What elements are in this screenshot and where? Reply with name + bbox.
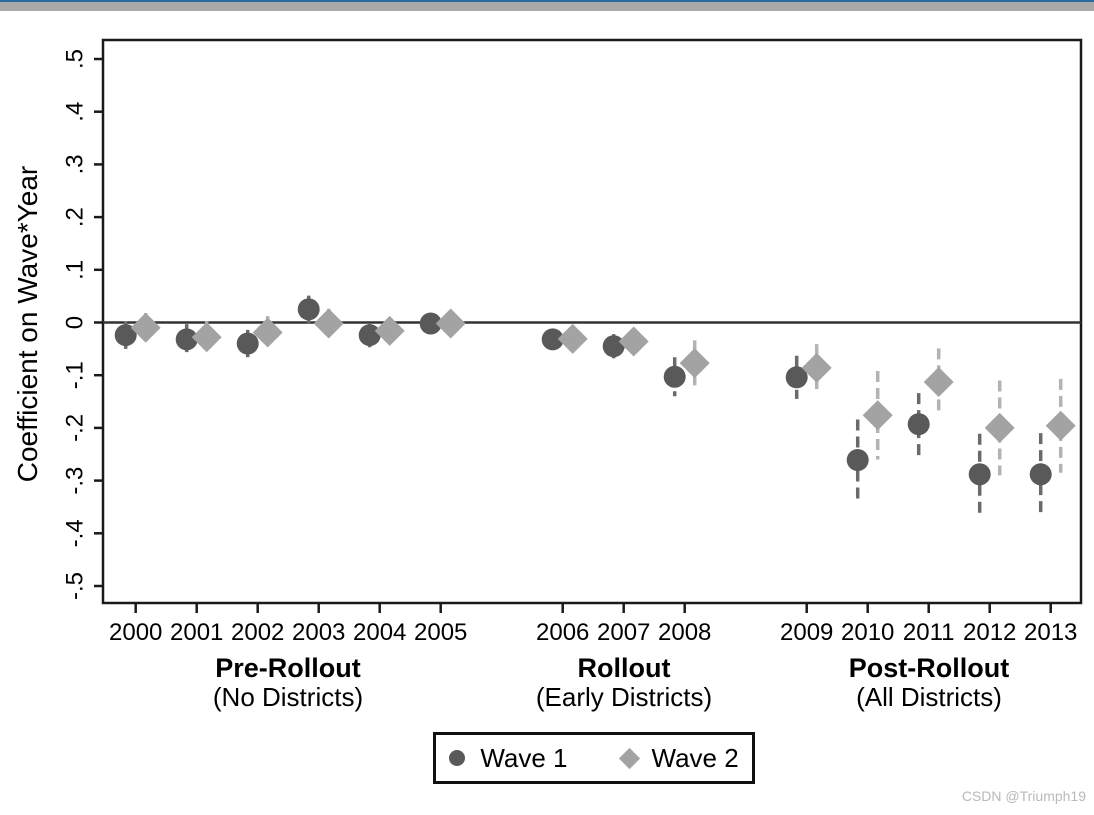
x-tick-label: 2012 <box>963 619 1016 646</box>
watermark-text: CSDN @Triumph19 <box>961 788 1086 804</box>
marker-wave1-2011 <box>907 413 930 436</box>
marker-wave2-2000 <box>130 312 161 343</box>
x-tick-label: 2003 <box>292 619 345 646</box>
x-tick-label: 2010 <box>841 619 894 646</box>
marker-wave1-2010 <box>846 449 869 472</box>
y-tick-label: -.5 <box>61 572 88 600</box>
legend: Wave 1 Wave 2 <box>433 732 755 784</box>
y-tick-label: .4 <box>61 102 88 122</box>
group-title: Pre-Rollout <box>215 653 361 683</box>
marker-wave1-2000 <box>114 324 137 347</box>
marker-wave2-2013 <box>1045 410 1076 441</box>
marker-wave1-2007 <box>602 335 625 358</box>
group-title: Rollout <box>577 653 671 683</box>
marker-wave1-2001 <box>175 328 198 351</box>
marker-wave2-2011 <box>923 367 954 398</box>
marker-wave1-2008 <box>663 365 686 388</box>
wave1-circle-icon <box>449 750 466 766</box>
marker-wave1-2002 <box>236 332 259 355</box>
marker-wave2-2001 <box>191 322 222 353</box>
marker-wave1-2003 <box>297 298 320 321</box>
marker-wave2-2010 <box>862 400 893 431</box>
x-tick-label: 2001 <box>170 619 223 646</box>
x-tick-label: 2000 <box>109 619 162 646</box>
x-tick-label: 2004 <box>353 619 406 646</box>
x-tick-label: 2008 <box>658 619 711 646</box>
marker-wave1-2006 <box>541 328 564 351</box>
legend-item-wave2: Wave 2 <box>618 742 739 774</box>
y-tick-label: .3 <box>61 154 88 174</box>
marker-wave1-2012 <box>968 463 991 486</box>
marker-wave2-2009 <box>801 352 832 383</box>
y-tick-label: -.2 <box>61 414 88 442</box>
group-label-pre-rollout: Pre-Rollout (No Districts) <box>128 653 448 712</box>
y-tick-label: .2 <box>61 207 88 227</box>
marker-wave2-2006 <box>557 323 588 354</box>
marker-wave1-2005 <box>419 312 442 335</box>
marker-wave2-2005 <box>435 308 466 339</box>
y-tick-label: -.4 <box>61 519 88 547</box>
y-tick-label: 0 <box>61 316 88 329</box>
marker-wave2-2002 <box>252 317 283 348</box>
marker-wave2-2003 <box>313 308 344 339</box>
x-tick-label: 2011 <box>903 619 955 646</box>
top-blue-strip <box>0 0 1094 2</box>
x-tick-label: 2005 <box>414 619 467 646</box>
marker-wave1-2004 <box>358 324 381 347</box>
legend-label-wave2: Wave 2 <box>651 742 739 773</box>
y-tick-label: .5 <box>61 49 88 69</box>
group-subtitle: (No Districts) <box>212 682 364 712</box>
y-tick-label: .1 <box>61 260 88 280</box>
x-tick-label: 2006 <box>536 619 589 646</box>
x-tick-label: 2007 <box>597 619 650 646</box>
group-title: Post-Rollout <box>848 653 1010 683</box>
y-tick-label: -.1 <box>61 361 88 389</box>
wave2-diamond-icon <box>618 747 640 769</box>
legend-item-wave1: Wave 1 <box>449 742 568 774</box>
group-label-rollout: Rollout (Early Districts) <box>464 653 784 712</box>
group-subtitle: (Early Districts) <box>535 682 713 712</box>
marker-wave2-2012 <box>984 412 1015 443</box>
y-tick-label: -.3 <box>61 467 88 495</box>
marker-wave1-2009 <box>785 366 808 389</box>
top-gray-bar <box>0 2 1094 11</box>
group-label-post-rollout: Post-Rollout (All Districts) <box>769 653 1089 712</box>
y-axis-title: Coefficient on Wave*Year <box>12 165 43 483</box>
marker-wave1-2013 <box>1029 463 1052 486</box>
x-tick-label: 2002 <box>231 619 284 646</box>
marker-wave2-2007 <box>618 326 649 357</box>
group-subtitle: (All Districts) <box>856 682 1002 712</box>
legend-label-wave1: Wave 1 <box>480 742 568 773</box>
marker-wave2-2004 <box>374 315 405 346</box>
x-tick-label: 2009 <box>780 619 833 646</box>
x-tick-label: 2013 <box>1024 619 1077 646</box>
marker-wave2-2008 <box>679 348 710 379</box>
